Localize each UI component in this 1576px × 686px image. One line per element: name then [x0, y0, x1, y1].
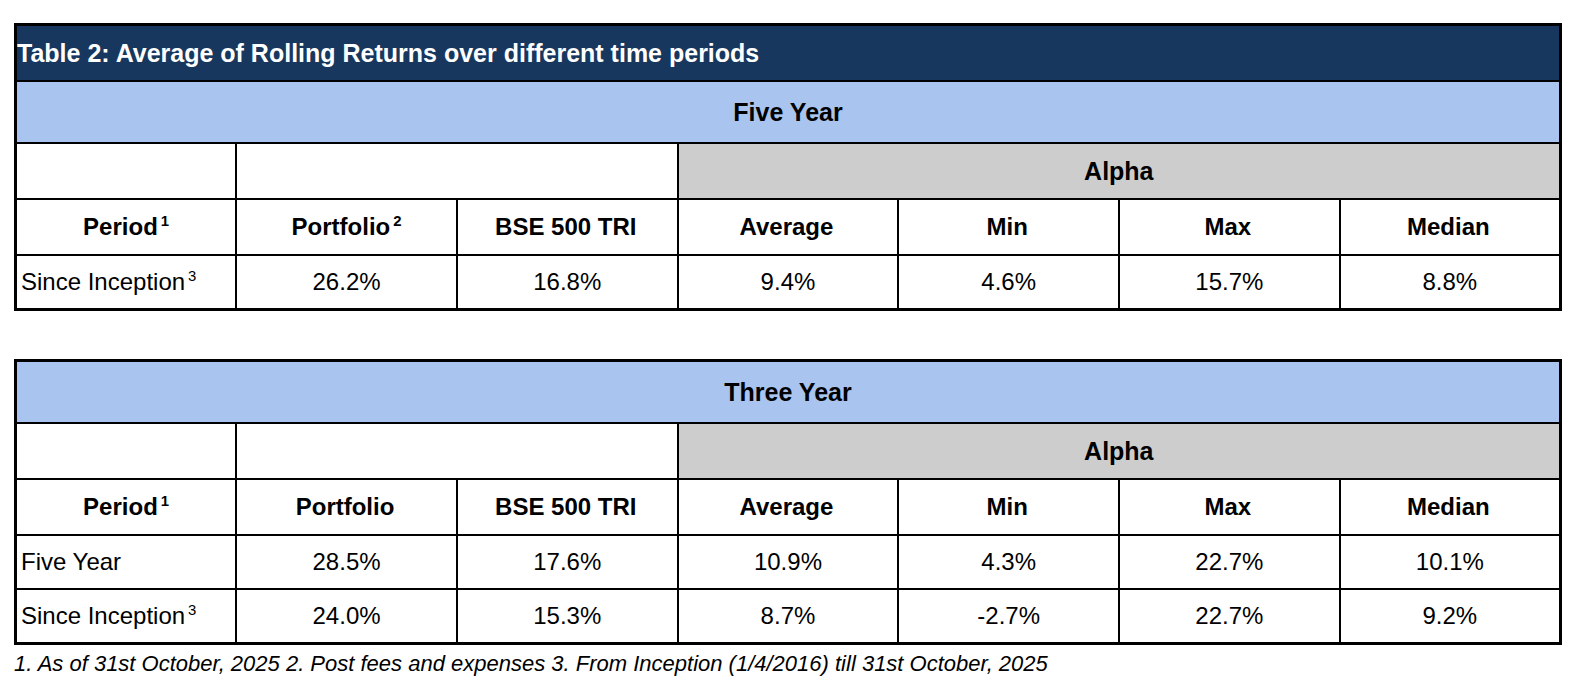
five-year-table: Table 2: Average of Rolling Returns over… [14, 23, 1562, 311]
table-row: Five Year 28.5% 17.6% 10.9% 4.3% 22.7% 1… [16, 535, 1561, 589]
alpha-max-value: 22.7% [1119, 535, 1340, 589]
five-year-band-label: Five Year [16, 81, 1561, 143]
portfolio-value: 26.2% [236, 255, 457, 310]
alpha-max-value: 15.7% [1119, 255, 1340, 310]
header-superscript: 2 [393, 213, 401, 229]
table-title-row: Table 2: Average of Rolling Returns over… [16, 25, 1561, 82]
header-label: Max [1205, 493, 1252, 520]
portfolio-value: 28.5% [236, 535, 457, 589]
period-superscript: 3 [188, 602, 196, 618]
alpha-min-value: 4.3% [898, 535, 1119, 589]
column-header-min: Min [898, 199, 1119, 255]
blank-cell [16, 143, 237, 199]
header-label: Min [987, 213, 1028, 240]
alpha-header: Alpha [678, 143, 1561, 199]
blank-cell [236, 423, 677, 479]
document-content: Table 2: Average of Rolling Returns over… [14, 23, 1562, 677]
header-label: BSE 500 TRI [495, 213, 636, 240]
column-header-median: Median [1340, 199, 1561, 255]
column-header-max: Max [1119, 199, 1340, 255]
header-label: Period [83, 213, 158, 240]
alpha-min-value: 4.6% [898, 255, 1119, 310]
column-header-max: Max [1119, 479, 1340, 535]
header-label: Portfolio [292, 213, 391, 240]
three-year-band-label: Three Year [16, 361, 1561, 424]
three-year-alpha-row: Alpha [16, 423, 1561, 479]
period-cell: Five Year [16, 535, 237, 589]
five-year-header-row: Period1 Portfolio2 BSE 500 TRI Average M… [16, 199, 1561, 255]
blank-cell [16, 423, 237, 479]
bse500tri-value: 16.8% [457, 255, 678, 310]
header-label: Period [83, 493, 158, 520]
column-header-min: Min [898, 479, 1119, 535]
bse500tri-value: 15.3% [457, 589, 678, 644]
period-label: Since Inception [21, 602, 185, 629]
alpha-median-value: 10.1% [1340, 535, 1561, 589]
alpha-max-value: 22.7% [1119, 589, 1340, 644]
three-year-band-row: Three Year [16, 361, 1561, 424]
column-header-average: Average [678, 199, 899, 255]
column-header-period: Period1 [16, 479, 237, 535]
column-header-portfolio: Portfolio [236, 479, 457, 535]
table-row: Since Inception3 26.2% 16.8% 9.4% 4.6% 1… [16, 255, 1561, 310]
column-header-average: Average [678, 479, 899, 535]
header-label: Average [740, 493, 834, 520]
five-year-band-row: Five Year [16, 81, 1561, 143]
table-row: Since Inception3 24.0% 15.3% 8.7% -2.7% … [16, 589, 1561, 644]
column-header-median: Median [1340, 479, 1561, 535]
header-label: Median [1407, 213, 1490, 240]
alpha-average-value: 8.7% [678, 589, 899, 644]
blank-cell [236, 143, 677, 199]
header-label: BSE 500 TRI [495, 493, 636, 520]
period-superscript: 3 [188, 268, 196, 284]
table-gap [14, 311, 1562, 359]
bse500tri-value: 17.6% [457, 535, 678, 589]
period-cell: Since Inception3 [16, 589, 237, 644]
header-label: Portfolio [296, 493, 395, 520]
five-year-alpha-row: Alpha [16, 143, 1561, 199]
footnote: 1. As of 31st October, 2025 2. Post fees… [14, 651, 1562, 677]
header-label: Median [1407, 493, 1490, 520]
header-label: Average [740, 213, 834, 240]
column-header-bse500tri: BSE 500 TRI [457, 479, 678, 535]
header-superscript: 1 [161, 213, 169, 229]
column-header-period: Period1 [16, 199, 237, 255]
page-canvas: Table 2: Average of Rolling Returns over… [0, 0, 1576, 686]
alpha-min-value: -2.7% [898, 589, 1119, 644]
alpha-average-value: 9.4% [678, 255, 899, 310]
three-year-table: Three Year Alpha Period1 Portfolio BSE 5… [14, 359, 1562, 645]
header-label: Max [1205, 213, 1252, 240]
portfolio-value: 24.0% [236, 589, 457, 644]
table-title: Table 2: Average of Rolling Returns over… [16, 25, 1561, 82]
period-label: Since Inception [21, 268, 185, 295]
alpha-header: Alpha [678, 423, 1561, 479]
header-label: Min [987, 493, 1028, 520]
column-header-portfolio: Portfolio2 [236, 199, 457, 255]
alpha-median-value: 9.2% [1340, 589, 1561, 644]
alpha-average-value: 10.9% [678, 535, 899, 589]
alpha-median-value: 8.8% [1340, 255, 1561, 310]
period-label: Five Year [21, 548, 121, 575]
column-header-bse500tri: BSE 500 TRI [457, 199, 678, 255]
header-superscript: 1 [161, 493, 169, 509]
three-year-header-row: Period1 Portfolio BSE 500 TRI Average Mi… [16, 479, 1561, 535]
period-cell: Since Inception3 [16, 255, 237, 310]
